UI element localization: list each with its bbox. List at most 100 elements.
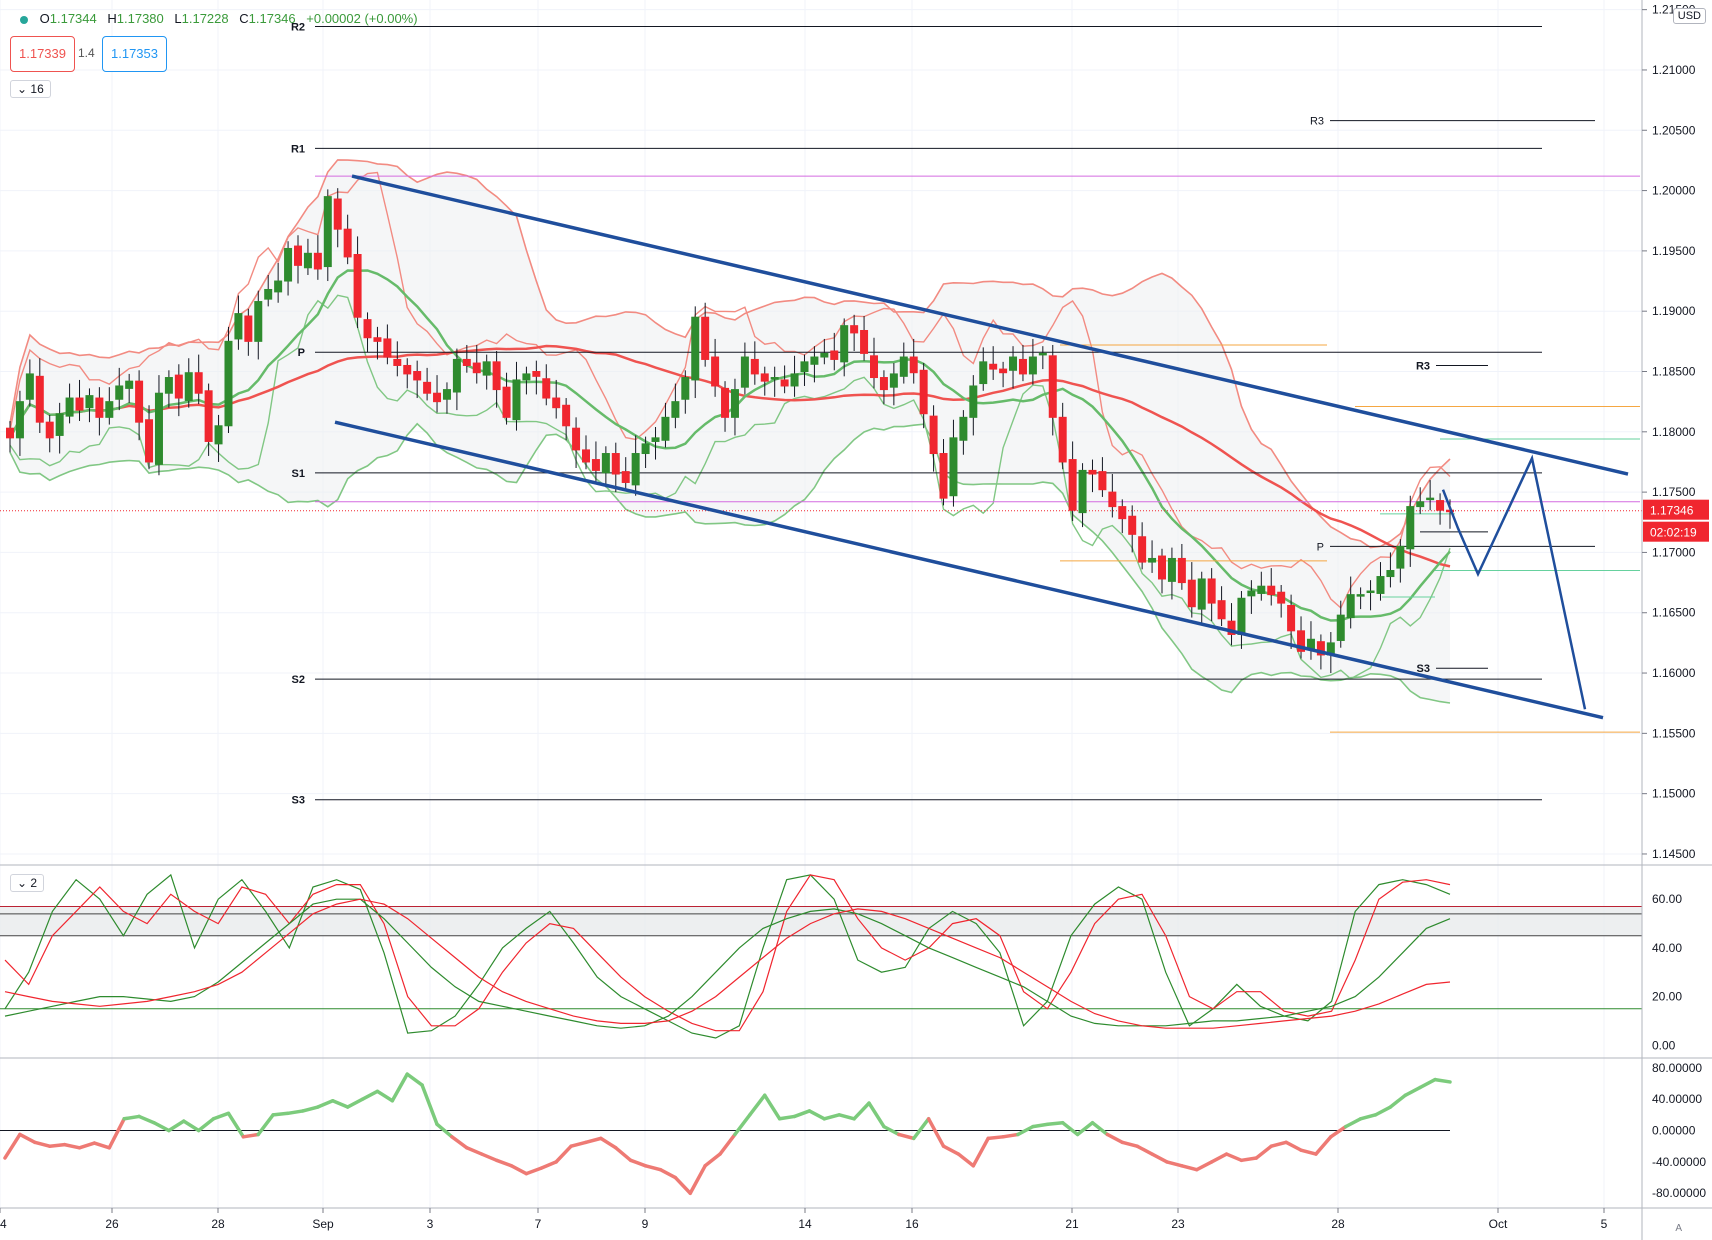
currency-label[interactable]: USD bbox=[1672, 8, 1706, 24]
candle-body bbox=[1088, 469, 1097, 475]
osc-segment bbox=[92, 1141, 112, 1150]
osc-segment bbox=[211, 1111, 231, 1121]
candle-body bbox=[1177, 557, 1186, 584]
time-tick-label: 23 bbox=[1171, 1217, 1185, 1231]
candle-body bbox=[860, 329, 869, 354]
candle-body bbox=[1396, 545, 1405, 569]
main-indicators-toggle[interactable]: ⌄ 16 bbox=[10, 80, 51, 98]
candle-body bbox=[552, 397, 561, 409]
candle-body bbox=[740, 356, 749, 388]
osc-segment bbox=[584, 1136, 603, 1145]
price-tick-label: 1.17000 bbox=[1652, 545, 1696, 559]
candle-body bbox=[601, 453, 610, 474]
osc-segment bbox=[122, 1114, 141, 1121]
auto-scale-button[interactable]: A bbox=[1675, 1223, 1682, 1234]
price-tick-label: 1.14500 bbox=[1652, 847, 1696, 861]
stoch-series-line bbox=[4, 898, 1451, 1029]
osc-segment bbox=[837, 1113, 856, 1121]
price-tick-label: 1.19000 bbox=[1652, 304, 1696, 318]
candle-body bbox=[582, 449, 590, 463]
osc-segment bbox=[539, 1160, 558, 1170]
price-tick-label: 1.21000 bbox=[1652, 63, 1696, 77]
pivot-label: S1 bbox=[292, 468, 305, 480]
osc-segment bbox=[1105, 1132, 1125, 1145]
candle-body bbox=[1048, 355, 1057, 418]
high-label: H bbox=[107, 11, 117, 26]
candle-body bbox=[1336, 614, 1345, 641]
candle-body bbox=[641, 443, 650, 455]
osc-segment bbox=[1031, 1122, 1050, 1129]
osc-segment bbox=[286, 1109, 305, 1116]
candle-body bbox=[135, 380, 144, 423]
osc-segment bbox=[1180, 1164, 1199, 1172]
osc-tick-label: 40.00000 bbox=[1652, 1092, 1702, 1106]
candle-body bbox=[621, 471, 630, 483]
pivot-label: R3 bbox=[1416, 360, 1430, 372]
osc-segment bbox=[1195, 1160, 1214, 1172]
osc-segment bbox=[107, 1117, 126, 1150]
candle-body bbox=[522, 373, 531, 381]
candle-body bbox=[1068, 459, 1077, 511]
candle-body bbox=[6, 427, 14, 439]
osc-segment bbox=[1284, 1140, 1303, 1152]
candle-body bbox=[35, 375, 44, 423]
candle-body bbox=[1316, 641, 1325, 656]
oscillator-pane: -80.00000 -40.00000 0.00000 40.00000 80.0000… bbox=[0, 1061, 1706, 1200]
osc-segment bbox=[807, 1109, 827, 1121]
candle-body bbox=[512, 379, 521, 421]
candle-body bbox=[482, 361, 491, 376]
pivot-label: R3 bbox=[1310, 116, 1324, 128]
osc-segment bbox=[479, 1152, 499, 1163]
price-tick-label: 1.16500 bbox=[1652, 606, 1696, 620]
osc-segment bbox=[941, 1144, 961, 1156]
candle-body bbox=[433, 392, 442, 403]
candle-body bbox=[343, 228, 352, 258]
osc-segment bbox=[1299, 1148, 1318, 1156]
osc-segment bbox=[405, 1072, 424, 1087]
high-value: 1.17380 bbox=[116, 11, 164, 26]
close-value: 1.17346 bbox=[248, 11, 296, 26]
candle-body bbox=[224, 340, 233, 427]
chevron-down-icon: ⌄ bbox=[17, 876, 28, 890]
osc-segment bbox=[673, 1175, 693, 1195]
candle-body bbox=[442, 389, 451, 400]
buy-button[interactable]: 1.17353 bbox=[102, 36, 167, 72]
candle-body bbox=[204, 390, 213, 442]
candle-body bbox=[363, 319, 372, 339]
osc-segment bbox=[345, 1097, 365, 1109]
trend-channel[interactable] bbox=[334, 174, 1629, 720]
candle-body bbox=[1366, 590, 1375, 594]
stoch-tick-label: 20.00 bbox=[1652, 990, 1682, 1004]
price-tick-label: 1.20000 bbox=[1652, 184, 1696, 198]
time-tick-label: 26 bbox=[105, 1217, 119, 1231]
candle-body bbox=[1257, 585, 1266, 594]
candle-body bbox=[154, 392, 163, 465]
stochastic-toggle[interactable]: ⌄ 2 bbox=[10, 874, 45, 892]
candle-body bbox=[701, 316, 710, 360]
candle-body bbox=[661, 416, 670, 441]
candle-body bbox=[562, 404, 571, 427]
osc-segment bbox=[897, 1132, 916, 1141]
candle-body bbox=[45, 421, 54, 439]
osc-segment bbox=[1046, 1120, 1065, 1127]
candle-body bbox=[1227, 620, 1236, 635]
osc-segment bbox=[1403, 1085, 1422, 1098]
candle-body bbox=[15, 401, 24, 439]
candle-body bbox=[651, 437, 660, 442]
band-area bbox=[10, 159, 1450, 703]
candle-body bbox=[274, 280, 283, 293]
sell-button[interactable]: 1.17339 bbox=[10, 36, 75, 72]
time-tick-label: 3 bbox=[427, 1217, 434, 1231]
candle-body bbox=[999, 368, 1008, 374]
candle-body bbox=[1207, 578, 1216, 604]
osc-segment bbox=[748, 1093, 767, 1117]
candle-body bbox=[691, 316, 700, 381]
osc-segment bbox=[703, 1152, 722, 1168]
price-tick-label: 1.18500 bbox=[1652, 365, 1696, 379]
pivot-label: S2 bbox=[292, 674, 305, 686]
time-tick-label: 14 bbox=[798, 1217, 812, 1231]
osc-segment bbox=[47, 1142, 67, 1148]
candle-body bbox=[244, 315, 253, 342]
projection-path bbox=[1441, 454, 1587, 710]
